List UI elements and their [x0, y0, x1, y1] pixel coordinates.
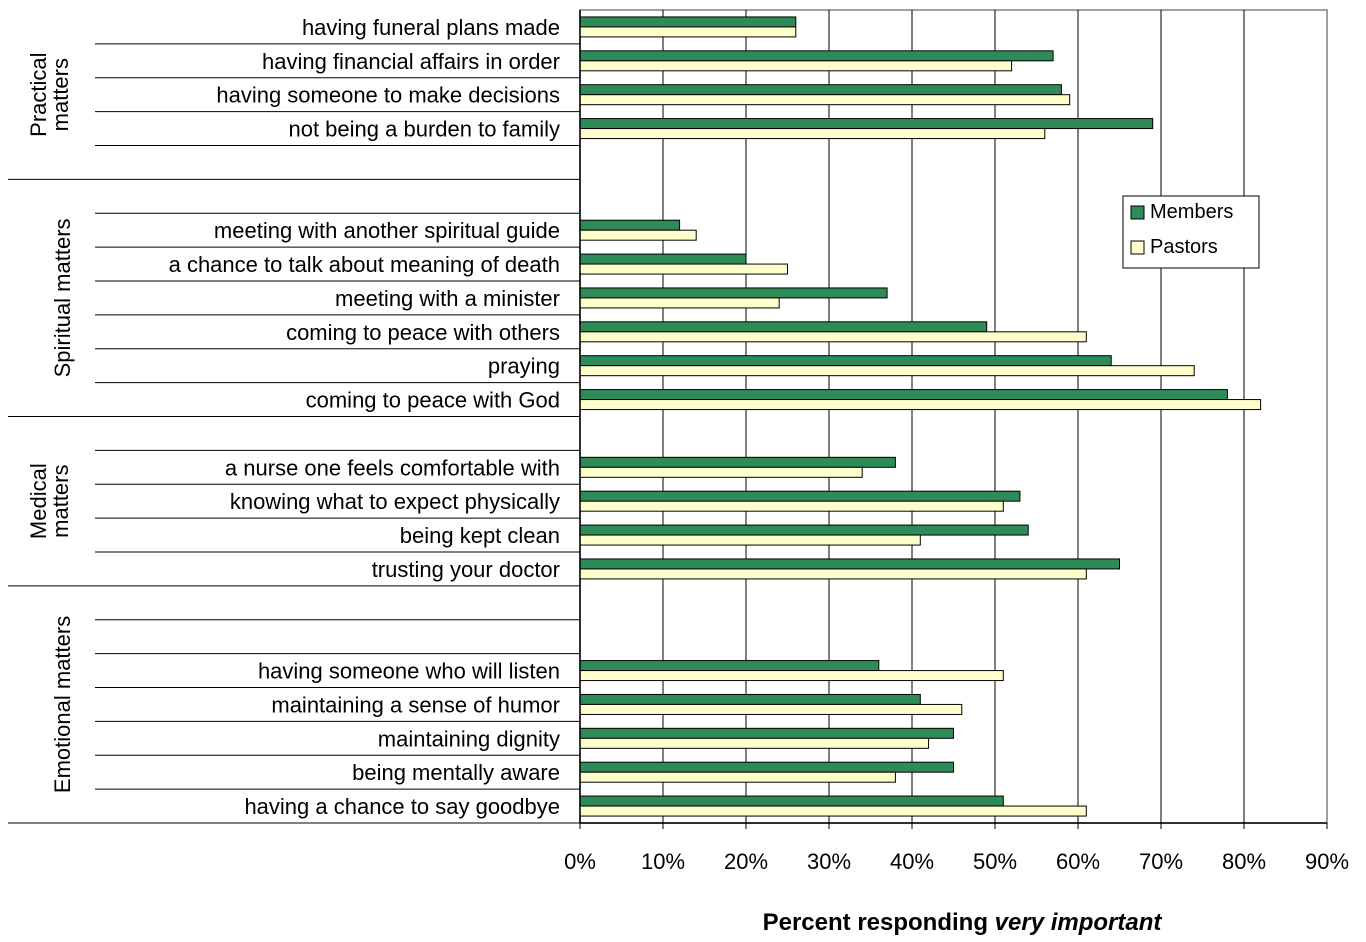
legend-label-members: Members [1150, 201, 1233, 223]
bar-members [579, 321, 988, 333]
legend: Members Pastors [1122, 195, 1260, 269]
bar-pastors [579, 399, 1262, 411]
bar-pastors [579, 60, 1013, 72]
category-label: praying [488, 354, 560, 379]
category-label: coming to peace with others [286, 320, 560, 345]
group-label: matters [48, 58, 73, 131]
bar-pastors [579, 297, 780, 309]
bar-members [579, 287, 888, 299]
group-label: Emotional matters [50, 616, 75, 793]
bar-members [579, 660, 880, 672]
group-label: Medical [26, 463, 51, 539]
bar-pastors [579, 26, 797, 38]
x-tick-label: 40% [890, 849, 934, 874]
bar-pastors [579, 805, 1087, 817]
category-label: being mentally aware [352, 760, 560, 785]
bar-pastors [579, 331, 1087, 343]
bar-members [579, 219, 681, 231]
bar-pastors [579, 568, 1087, 580]
bar-pastors [579, 229, 697, 241]
category-label: trusting your doctor [372, 557, 560, 582]
x-tick-label: 30% [807, 849, 851, 874]
bar-members [579, 524, 1029, 536]
category-label: knowing what to expect physically [230, 489, 560, 514]
category-label: coming to peace with God [306, 388, 560, 413]
bar-members [579, 558, 1120, 570]
bar-members [579, 456, 896, 468]
category-labels: having funeral plans made having financia… [169, 15, 560, 819]
x-tick-label: 70% [1139, 849, 1183, 874]
category-label: maintaining dignity [378, 726, 560, 751]
bar-members [579, 693, 921, 705]
category-label: a chance to talk about meaning of death [169, 252, 560, 277]
bar-members [579, 253, 747, 265]
group-label: matters [48, 465, 73, 538]
plot-area [579, 9, 1328, 824]
bar-pastors [579, 128, 1046, 140]
bar-members [579, 50, 1054, 62]
bar-members [579, 389, 1228, 401]
bar-members [579, 118, 1154, 130]
x-axis-title-prefix: Percent responding [763, 909, 995, 936]
bar-members [579, 727, 954, 739]
bar-members [579, 16, 797, 28]
bar-pastors [579, 534, 921, 546]
bar-members [579, 795, 1004, 807]
x-tick-label: 20% [724, 849, 768, 874]
legend-swatch-members [1130, 205, 1145, 220]
gridlines [579, 9, 1328, 824]
category-label: being kept clean [400, 523, 560, 548]
bar-pastors [579, 466, 863, 478]
bar-members [579, 490, 1021, 502]
legend-box [1122, 195, 1260, 269]
bar-pastors [579, 703, 963, 715]
bar-pastors [579, 500, 1004, 512]
x-axis-title: Percent responding very important [763, 909, 1163, 936]
legend-swatch-pastors [1130, 240, 1145, 255]
category-label: a nurse one feels comfortable with [225, 455, 560, 480]
bar-pastors [579, 771, 896, 783]
category-label: meeting with a minister [335, 286, 560, 311]
category-label: having a chance to say goodbye [244, 794, 560, 819]
bar-pastors [579, 365, 1195, 377]
category-label: maintaining a sense of humor [271, 692, 560, 717]
bar-members [579, 355, 1112, 367]
x-tick-label: 0% [564, 849, 596, 874]
bar-pastors [579, 670, 1004, 682]
category-label: having funeral plans made [302, 15, 560, 40]
bar-pastors [579, 263, 788, 275]
row-dividers [8, 43, 580, 824]
bar-members [579, 761, 954, 773]
category-label: meeting with another spiritual guide [214, 218, 560, 243]
legend-label-pastors: Pastors [1150, 236, 1218, 258]
group-label: Spiritual matters [50, 218, 75, 377]
bar-pastors [579, 737, 930, 749]
x-tick-label: 50% [973, 849, 1017, 874]
category-label: having someone to make decisions [216, 83, 560, 108]
category-label: having financial affairs in order [262, 49, 560, 74]
bar-pastors [579, 94, 1071, 106]
x-tick-label: 80% [1222, 849, 1266, 874]
category-label: having someone who will listen [258, 659, 560, 684]
group-label: Practical [26, 53, 51, 137]
x-tick-label: 90% [1305, 849, 1349, 874]
x-axis-title-emphasis: very important [995, 909, 1163, 936]
bar-members [579, 84, 1062, 96]
category-label: not being a burden to family [288, 117, 560, 142]
x-tick-label: 60% [1056, 849, 1100, 874]
x-tick-label: 10% [641, 849, 685, 874]
